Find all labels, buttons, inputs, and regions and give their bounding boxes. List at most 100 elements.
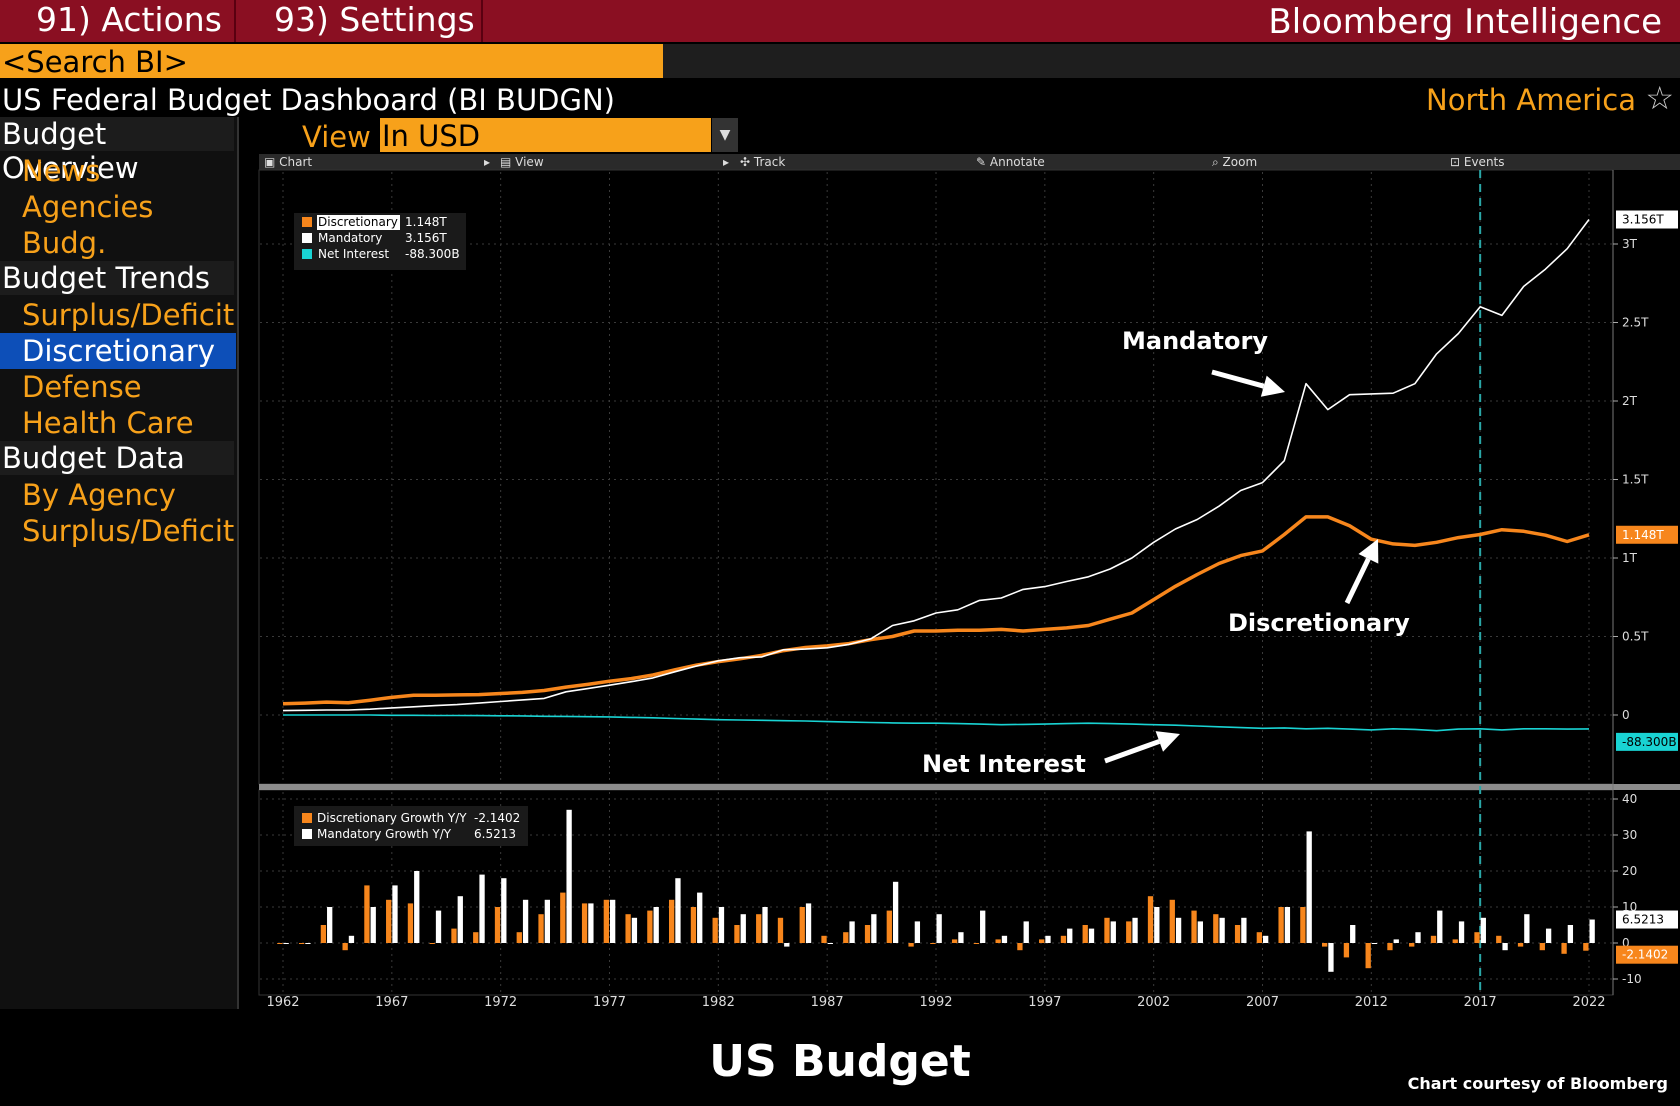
bar-mandatory-growth <box>610 899 616 943</box>
tool-track-label: Track <box>753 155 786 169</box>
chevron-down-icon[interactable]: ▼ <box>712 118 738 152</box>
star-icon[interactable]: ☆ <box>1645 79 1674 117</box>
bar-discretionary-growth <box>799 907 805 943</box>
tool-chart[interactable]: ▣ Chart <box>264 155 313 169</box>
bar-mandatory-growth <box>1437 910 1443 943</box>
bar-discretionary-growth <box>1496 935 1502 943</box>
sidebar-item-surplus-deficit[interactable]: Surplus/Deficit <box>22 298 235 332</box>
brand-title: Bloomberg Intelligence <box>1268 2 1662 42</box>
bar-mandatory-growth <box>327 907 333 943</box>
panel-divider <box>259 784 1680 790</box>
bar-mandatory-growth <box>1132 917 1138 943</box>
search-input[interactable]: <Search BI> <box>0 44 663 79</box>
arrow-mandatory-head <box>1260 375 1285 397</box>
line-net-interest <box>283 714 1590 732</box>
sidebar-section-2[interactable]: Budget Data <box>0 441 234 475</box>
bar-discretionary-growth <box>1017 943 1023 951</box>
tool-events[interactable]: ⊡ Events <box>1450 155 1505 169</box>
bar-mandatory-growth <box>1067 928 1073 943</box>
bar-discretionary-growth <box>669 899 675 943</box>
tool-track[interactable]: ✣ Track <box>740 155 786 169</box>
sidebar-section-0[interactable]: Budget Overview <box>0 117 234 185</box>
x-tick-label: 1977 <box>593 995 626 1010</box>
bar-discretionary-growth <box>1409 943 1415 947</box>
tool-zoom-label: Zoom <box>1222 155 1258 169</box>
bar-discretionary-growth <box>473 932 479 943</box>
x-tick-label: 1972 <box>484 995 517 1010</box>
sidebar-item-discretionary[interactable]: Discretionary <box>0 333 236 369</box>
sidebar-item-by-agency[interactable]: By Agency <box>22 478 176 512</box>
x-tick-label: 2002 <box>1137 995 1170 1010</box>
bar-discretionary-growth <box>777 917 784 943</box>
sidebar-item-agencies[interactable]: Agencies <box>22 190 154 224</box>
x-tick-label: 2012 <box>1355 995 1388 1010</box>
tag-net-interest: -88.300B <box>1622 735 1677 749</box>
sidebar-section-1[interactable]: Budget Trends <box>0 261 234 295</box>
bar-mandatory-growth <box>305 943 311 944</box>
bar-mandatory-growth <box>1350 925 1356 943</box>
view-select[interactable]: In USD <box>380 118 711 153</box>
tool-annotate[interactable]: ✎ Annotate <box>976 155 1045 169</box>
bar-mandatory-growth <box>348 935 355 943</box>
bar-discretionary-growth <box>690 907 697 943</box>
annotation-net-interest: Net Interest <box>922 750 1086 778</box>
settings-menu[interactable]: 93) Settings <box>238 0 483 42</box>
bar-mandatory-growth <box>871 914 877 943</box>
bar-mandatory-growth <box>566 809 572 943</box>
bar-mandatory-growth <box>1241 917 1247 943</box>
bar-discretionary-growth <box>1060 935 1067 943</box>
main-chart-frame <box>258 169 1614 785</box>
bar-mandatory-growth <box>1088 928 1095 943</box>
sidebar-item-defense[interactable]: Defense <box>22 370 142 404</box>
bar-discretionary-growth <box>1474 932 1480 943</box>
bar-mandatory-growth <box>718 907 725 943</box>
tag-mandatory-growth-bg <box>1616 910 1678 929</box>
bar-mandatory-growth <box>392 885 398 943</box>
bar-discretionary-growth <box>995 939 1001 943</box>
bar-discretionary-growth <box>1387 943 1393 951</box>
y-tick-label: 2T <box>1622 394 1638 408</box>
bar-discretionary-growth <box>538 914 544 943</box>
legend-highlight <box>317 215 400 230</box>
tool-view[interactable]: ▤ View <box>500 155 544 169</box>
sidebar-item-surplus-deficit[interactable]: Surplus/Deficit <box>22 514 235 548</box>
region-label[interactable]: North America <box>1426 83 1636 117</box>
sidebar-item-health-care[interactable]: Health Care <box>22 406 194 440</box>
y-tick-label: 1.5T <box>1622 473 1649 487</box>
annotation-discretionary: Discretionary <box>1228 609 1410 637</box>
tool-chart-dropdown[interactable]: ▸ <box>484 155 491 169</box>
legend-value: 3.156T <box>405 231 447 245</box>
y-tick-label: 30 <box>1622 828 1637 842</box>
bar-mandatory-growth <box>588 903 594 943</box>
y-tick-label: 3T <box>1622 237 1638 251</box>
bar-mandatory-growth <box>1197 921 1203 943</box>
bar-discretionary-growth <box>1213 914 1219 943</box>
arrow-mandatory-shaft <box>1211 369 1265 389</box>
y-tick-label: 0.5T <box>1622 630 1649 644</box>
legend-label: Discretionary <box>318 215 398 229</box>
y-tick-label: -10 <box>1622 972 1642 986</box>
line-mandatory <box>282 219 1590 712</box>
bar-discretionary-growth <box>930 943 936 944</box>
actions-menu[interactable]: 91) Actions ▾ <box>0 0 236 79</box>
bar-discretionary-growth <box>951 939 958 943</box>
bar-mandatory-growth <box>522 899 529 943</box>
bar-discretionary-growth <box>821 935 827 943</box>
sidebar-item-news[interactable]: News <box>22 154 101 188</box>
y-tick-label: 2.5T <box>1622 316 1649 330</box>
bar-discretionary-growth <box>734 925 740 943</box>
bar-mandatory-growth <box>1458 921 1465 943</box>
bar-discretionary-growth <box>364 885 370 943</box>
tag-net-interest-bg <box>1616 732 1678 751</box>
bar-mandatory-growth <box>892 881 899 943</box>
bar-discretionary-growth <box>1256 932 1262 943</box>
bar-discretionary-growth <box>1104 917 1110 943</box>
tool-zoom[interactable]: ⌕ Zoom <box>1212 155 1258 169</box>
bar-mandatory-growth <box>762 907 768 943</box>
y-tick-label: 1T <box>1622 551 1638 565</box>
legend-label: Mandatory <box>318 231 382 245</box>
bar-discretionary-growth <box>1452 939 1458 943</box>
tool-view-dropdown[interactable]: ▸ <box>723 155 730 169</box>
x-tick-label: 1982 <box>702 995 735 1010</box>
